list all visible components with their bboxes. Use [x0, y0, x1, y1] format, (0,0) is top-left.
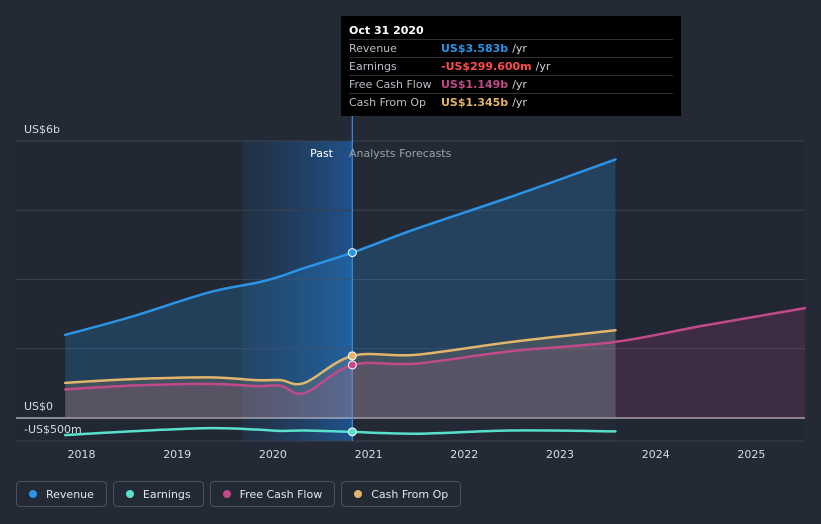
x-tick-label-2022: 2022	[450, 448, 478, 461]
cash-from-op-area	[65, 330, 616, 418]
x-tick-label-2024: 2024	[642, 448, 670, 461]
forecast-region-label: Analysts Forecasts	[349, 147, 452, 160]
hover-tooltip: Oct 31 2020 Revenue US$3.583b /yr Earnin…	[341, 16, 681, 116]
earnings-line	[63, 426, 617, 437]
revenue-dot-icon	[29, 490, 37, 498]
past-region-shade	[242, 141, 353, 441]
tooltip-label: Earnings	[349, 60, 397, 73]
tooltip-row-earnings: Earnings -US$299.600m /yr	[349, 57, 673, 75]
tooltip-row-revenue: Revenue US$3.583b /yr	[349, 39, 673, 57]
free-cash-flow-area	[65, 308, 805, 418]
tooltip-label: Free Cash Flow	[349, 78, 432, 91]
y-tick-zero-label: US$0	[24, 400, 53, 413]
legend-label: Cash From Op	[371, 487, 449, 501]
tooltip-label: Revenue	[349, 42, 397, 55]
tooltip-row-free-cash-flow: Free Cash Flow US$1.149b /yr	[349, 75, 673, 93]
free-cash-flow-dot-icon	[222, 490, 231, 498]
x-tick-label-2023: 2023	[546, 448, 574, 461]
tooltip-unit: /yr	[512, 42, 527, 55]
x-tick-label-2021: 2021	[355, 448, 383, 461]
early-region-shade	[16, 141, 242, 441]
legend-item-earnings[interactable]: Earnings	[112, 481, 204, 507]
tooltip-unit: /yr	[512, 78, 527, 91]
legend-label: Free Cash Flow	[239, 487, 323, 501]
y-tick-bottom-label: -US$500m	[24, 423, 82, 436]
tooltip-value: US$1.345b	[441, 96, 509, 109]
earnings-marker	[347, 427, 357, 437]
legend-label: Revenue	[46, 487, 94, 501]
chart-legend: Revenue Earnings Free Cash Flow Cash Fro…	[16, 481, 462, 507]
x-tick-label-2020: 2020	[259, 448, 287, 461]
y-tick-top-label: US$6b	[24, 123, 60, 136]
legend-item-free-cash-flow[interactable]: Free Cash Flow	[209, 481, 336, 507]
tooltip-row-cash-from-op: Cash From Op US$1.345b /yr	[349, 93, 673, 111]
cash-from-op-dot-icon	[354, 490, 363, 498]
past-region-label: Past	[310, 147, 334, 160]
x-tick-label-2018: 2018	[67, 448, 95, 461]
revenue-marker	[347, 248, 357, 258]
legend-label: Earnings	[142, 487, 191, 501]
tooltip-value: US$3.583b	[441, 42, 509, 55]
tooltip-unit: /yr	[512, 96, 527, 109]
free-cash-flow-marker	[347, 360, 357, 370]
legend-item-revenue[interactable]: Revenue	[16, 481, 107, 507]
late-region-shade	[615, 141, 805, 441]
cash-from-op-marker	[347, 351, 357, 361]
revenue-area	[65, 159, 616, 418]
tooltip-date: Oct 31 2020	[349, 24, 424, 37]
x-tick-label-2019: 2019	[163, 448, 191, 461]
tooltip-unit: /yr	[535, 60, 551, 73]
tooltip-value: US$1.149b	[441, 78, 509, 91]
x-tick-label-2025: 2025	[737, 448, 765, 461]
revenue-line	[63, 158, 617, 337]
cash-from-op-line	[63, 329, 617, 386]
legend-item-cash-from-op[interactable]: Cash From Op	[341, 481, 462, 507]
earnings-dot-icon	[125, 490, 134, 498]
tooltip-label: Cash From Op	[349, 96, 427, 109]
tooltip-value: -US$299.600m	[441, 60, 532, 73]
